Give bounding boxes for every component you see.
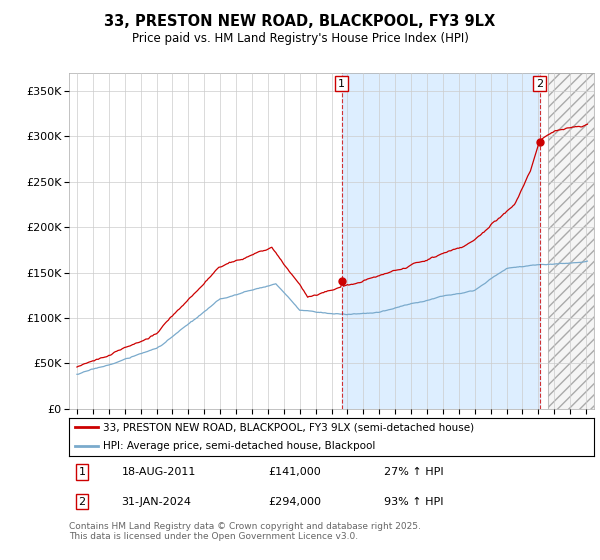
Text: 93% ↑ HPI: 93% ↑ HPI (384, 497, 443, 507)
Text: 33, PRESTON NEW ROAD, BLACKPOOL, FY3 9LX (semi-detached house): 33, PRESTON NEW ROAD, BLACKPOOL, FY3 9LX… (103, 422, 474, 432)
Text: £141,000: £141,000 (269, 467, 321, 477)
Bar (341, 73, 539, 409)
Text: 27% ↑ HPI: 27% ↑ HPI (384, 467, 443, 477)
Text: 18-AUG-2011: 18-AUG-2011 (121, 467, 196, 477)
Text: 2: 2 (536, 79, 543, 88)
Text: 2: 2 (79, 497, 86, 507)
Text: 1: 1 (79, 467, 86, 477)
Bar (548, 73, 594, 409)
Text: 31-JAN-2024: 31-JAN-2024 (121, 497, 191, 507)
Bar (548, 73, 594, 409)
Text: Price paid vs. HM Land Registry's House Price Index (HPI): Price paid vs. HM Land Registry's House … (131, 32, 469, 45)
Text: 33, PRESTON NEW ROAD, BLACKPOOL, FY3 9LX: 33, PRESTON NEW ROAD, BLACKPOOL, FY3 9LX (104, 14, 496, 29)
Text: HPI: Average price, semi-detached house, Blackpool: HPI: Average price, semi-detached house,… (103, 441, 376, 451)
Text: 1: 1 (338, 79, 345, 88)
Text: Contains HM Land Registry data © Crown copyright and database right 2025.
This d: Contains HM Land Registry data © Crown c… (69, 522, 421, 542)
Text: £294,000: £294,000 (269, 497, 322, 507)
